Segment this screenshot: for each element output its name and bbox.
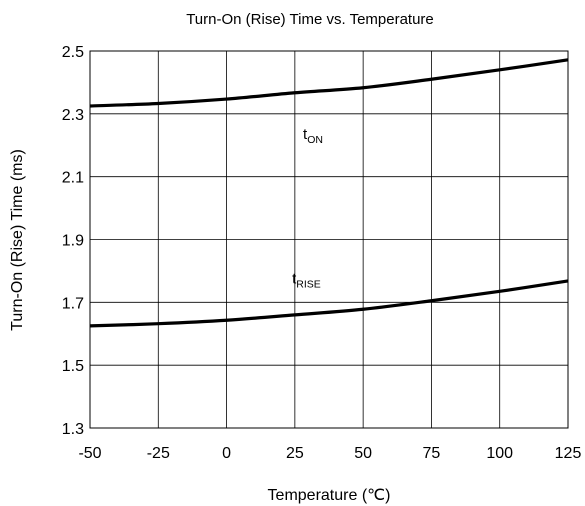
y-tick-label: 1.5 [62,358,84,375]
series-label-background [300,118,359,147]
series-label-on: tON [303,126,323,146]
x-tick-label: 125 [555,445,582,462]
chart-title: Turn-On (Rise) Time vs. Temperature [186,11,434,28]
y-tick-label: 2.5 [62,44,84,61]
x-tick-label: -50 [78,445,101,462]
series-line-on [89,58,569,108]
y-axis-label: Turn-On (Rise) Time (ms) [9,149,26,331]
series-label-rise: tRISE [292,270,321,290]
y-tick-label: 1.7 [62,295,84,312]
x-tick-label: 100 [486,445,513,462]
series-line-rise [89,279,569,328]
x-tick-label: 0 [222,445,231,462]
y-tick-label: 2.1 [62,170,84,187]
x-tick-label: 50 [354,445,372,462]
x-axis-label: Temperature (℃) [268,487,391,504]
grid [90,51,568,428]
x-tick-label: 25 [286,445,304,462]
y-tick-labels: 1.3 1.5 1.7 1.9 2.1 2.3 2.5 [62,44,84,438]
y-tick-label: 1.9 [62,233,84,250]
series-lines [89,58,569,328]
plot-area-border [89,50,569,429]
series-labels: tON tRISE [292,118,359,290]
x-tick-labels: -50 -25 0 25 50 75 100 125 [78,445,581,462]
x-tick-label: -25 [147,445,170,462]
y-tick-label: 2.3 [62,107,84,124]
x-tick-label: 75 [423,445,441,462]
y-tick-label: 1.3 [62,421,84,438]
